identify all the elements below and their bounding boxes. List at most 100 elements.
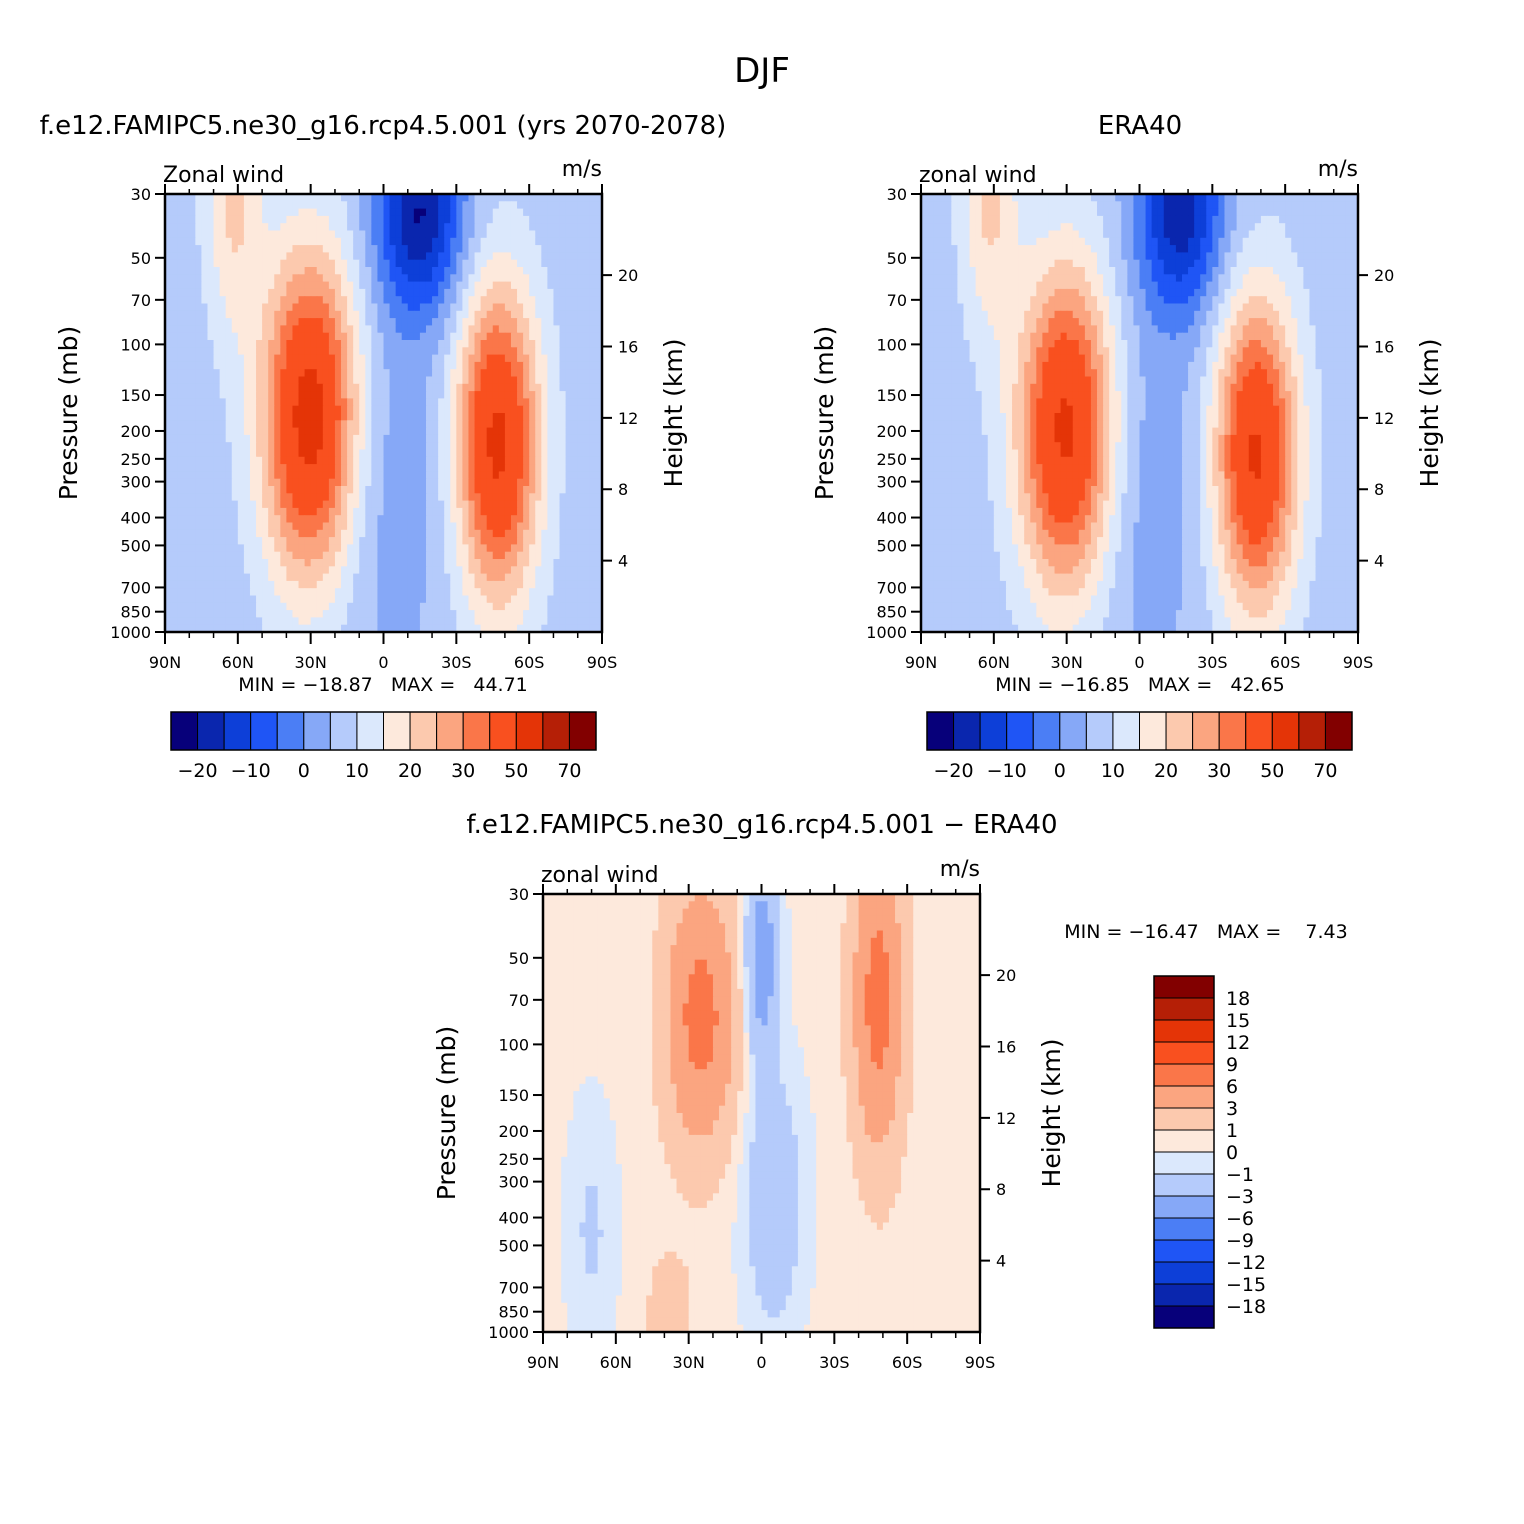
contour-cell: [280, 274, 287, 283]
contour-cell: [237, 486, 245, 494]
contour-cell: [504, 515, 512, 524]
contour-cell: [262, 376, 269, 385]
contour-cell: [541, 267, 548, 275]
contour-cell: [389, 361, 397, 370]
contour-cell: [274, 624, 281, 633]
contour-cell: [347, 522, 354, 531]
contour-cell: [213, 296, 221, 305]
contour-cell: [498, 617, 506, 626]
contour-cell: [359, 434, 366, 443]
contour-cell: [492, 230, 500, 239]
contour-cell: [237, 332, 245, 341]
contour-cell: [334, 318, 342, 326]
contour-cell: [486, 201, 494, 210]
contour-cell: [523, 281, 530, 290]
contour-cell: [486, 274, 494, 283]
contour-cell: [419, 259, 427, 268]
contour-cell: [589, 215, 597, 224]
contour-cell: [171, 573, 178, 582]
contour-cell: [353, 318, 360, 326]
contour-cell: [347, 361, 354, 370]
contour-cell: [377, 208, 385, 217]
contour-cell: [177, 274, 184, 283]
contour-cell: [535, 215, 542, 224]
contour-cell: [413, 413, 421, 421]
contour-cell: [347, 369, 354, 378]
contour-cell: [535, 602, 542, 611]
contour-cell: [1242, 215, 1250, 224]
contour-cell: [583, 588, 591, 597]
contour-cell: [444, 434, 451, 443]
contour-cell: [322, 201, 330, 210]
contour-cell: [425, 332, 433, 341]
contour-cell: [498, 413, 506, 421]
contour-cell: [419, 288, 427, 297]
contour-cell: [274, 194, 281, 202]
contour-cell: [535, 427, 542, 436]
contour-cell: [395, 201, 403, 210]
contour-cell: [377, 617, 385, 626]
contour-cell: [256, 449, 263, 458]
contour-cell: [219, 325, 227, 334]
contour-cell: [1181, 223, 1189, 232]
contour-cell: [492, 500, 500, 509]
contour-cell: [341, 245, 348, 253]
contour-cell: [413, 537, 421, 545]
contour-cell: [1339, 194, 1347, 202]
contour-cell: [262, 215, 269, 224]
colorbar-label: 30: [451, 760, 475, 782]
contour-cell: [256, 486, 263, 494]
contour-cell: [413, 529, 421, 538]
contour-cell: [589, 580, 597, 589]
contour-cell: [341, 580, 348, 589]
contour-cell: [559, 442, 567, 451]
contour-cell: [438, 361, 445, 370]
contour-cell: [1036, 208, 1043, 217]
contour-cell: [353, 464, 360, 472]
contour-cell: [559, 237, 567, 246]
contour-cell: [231, 245, 239, 253]
contour-cell: [1315, 194, 1323, 202]
contour-cell: [201, 478, 209, 487]
contour-cell: [268, 267, 275, 275]
contour-cell: [207, 230, 215, 239]
contour-cell: [353, 427, 360, 436]
contour-cell: [298, 566, 306, 575]
contour-cell: [993, 223, 1001, 232]
contour-cell: [523, 405, 530, 414]
contour-cell: [298, 376, 306, 385]
contour-cell: [304, 515, 312, 524]
contour-cell: [213, 267, 221, 275]
contour-cell: [334, 194, 342, 202]
contour-cell: [298, 588, 306, 597]
contour-cell: [359, 318, 366, 326]
contour-cell: [268, 559, 275, 567]
contour-cell: [1345, 215, 1353, 224]
contour-cell: [535, 551, 542, 560]
contour-cell: [951, 223, 959, 232]
contour-cell: [541, 442, 548, 451]
contour-cell: [1242, 201, 1250, 210]
contour-cell: [401, 610, 409, 618]
contour-cell: [165, 624, 172, 633]
contour-cell: [957, 201, 965, 210]
contour-cell: [165, 340, 172, 348]
contour-cell: [1212, 194, 1219, 202]
contour-cell: [389, 456, 397, 465]
contour-cell: [523, 332, 530, 341]
contour-cell: [595, 478, 603, 487]
contour-cell: [480, 281, 488, 290]
contour-cell: [365, 500, 372, 509]
contour-cell: [565, 230, 573, 239]
contour-cell: [498, 507, 506, 516]
contour-cell: [304, 361, 312, 370]
contour-cell: [432, 398, 439, 407]
contour-cell: [407, 318, 415, 326]
contour-cell: [577, 500, 585, 509]
contour-cell: [1309, 194, 1317, 202]
contour-cell: [401, 310, 409, 319]
contour-cell: [213, 456, 221, 465]
contour-cell: [559, 296, 567, 305]
contour-cell: [1327, 208, 1335, 217]
contour-cell: [353, 522, 360, 531]
